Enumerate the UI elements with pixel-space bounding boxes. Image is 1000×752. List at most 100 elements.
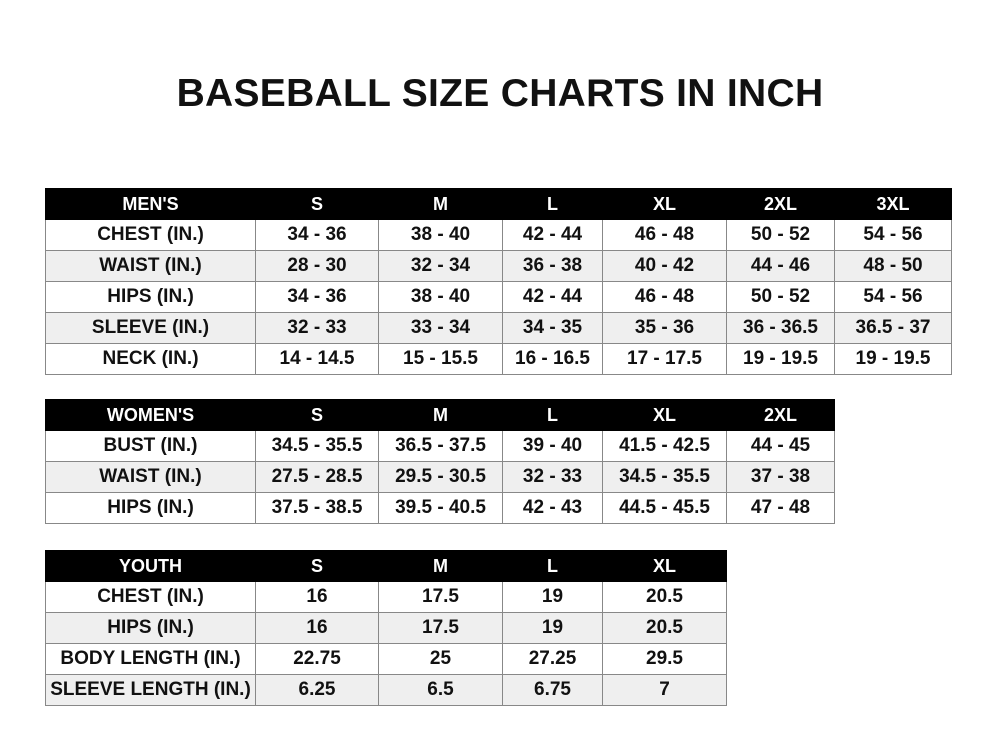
table-row: SLEEVE (IN.) 32 - 33 33 - 34 34 - 35 35 - 36… [45, 312, 952, 344]
table-cell: 42 - 43 [502, 492, 603, 524]
column-header: MEN'S [45, 188, 256, 220]
mens-size-table: MEN'S S M L XL 2XL 3XL CHEST (IN.) 34 - 36 38 - 4… [45, 188, 952, 375]
table-cell: 38 - 40 [378, 281, 503, 313]
table-cell: 6.25 [255, 674, 379, 706]
column-header: M [378, 188, 503, 220]
table-cell: 19 [502, 581, 603, 613]
table-cell: 28 - 30 [255, 250, 379, 282]
table-cell: 29.5 [602, 643, 727, 675]
table-cell: 29.5 - 30.5 [378, 461, 503, 493]
column-header: WOMEN'S [45, 399, 256, 431]
table-row: WAIST (IN.) 27.5 - 28.5 29.5 - 30.5 32 - 33… [45, 461, 835, 493]
table-cell: 36 - 38 [502, 250, 603, 282]
table-cell: 34 - 35 [502, 312, 603, 344]
column-header: 3XL [834, 188, 952, 220]
table-row: BODY LENGTH (IN.) 22.75 25 27.25 29.5 [45, 643, 727, 675]
table-cell: 20.5 [602, 581, 727, 613]
table-cell: 32 - 33 [255, 312, 379, 344]
row-label: NECK (IN.) [45, 343, 256, 375]
table-cell: 50 - 52 [726, 219, 835, 251]
column-header: S [255, 399, 379, 431]
header-row: YOUTH S M L XL [45, 550, 727, 582]
table-row: WAIST (IN.) 28 - 30 32 - 34 36 - 38 40 - 42 4… [45, 250, 952, 282]
table-cell: 16 - 16.5 [502, 343, 603, 375]
header-row: WOMEN'S S M L XL 2XL [45, 399, 835, 431]
table-cell: 33 - 34 [378, 312, 503, 344]
row-label: HIPS (IN.) [45, 492, 256, 524]
table-row: HIPS (IN.) 37.5 - 38.5 39.5 - 40.5 42 - 43 4… [45, 492, 835, 524]
table-cell: 42 - 44 [502, 219, 603, 251]
table-cell: 32 - 34 [378, 250, 503, 282]
column-header: S [255, 550, 379, 582]
row-label: SLEEVE (IN.) [45, 312, 256, 344]
table-cell: 7 [602, 674, 727, 706]
table-cell: 17.5 [378, 581, 503, 613]
table-row: SLEEVE LENGTH (IN.) 6.25 6.5 6.75 7 [45, 674, 727, 706]
table-cell: 38 - 40 [378, 219, 503, 251]
table-cell: 36 - 36.5 [726, 312, 835, 344]
table-cell: 44.5 - 45.5 [602, 492, 727, 524]
table-cell: 37 - 38 [726, 461, 835, 493]
table-row: HIPS (IN.) 34 - 36 38 - 40 42 - 44 46 - 48 50… [45, 281, 952, 313]
table-cell: 42 - 44 [502, 281, 603, 313]
table-cell: 34 - 36 [255, 281, 379, 313]
table-cell: 20.5 [602, 612, 727, 644]
table-cell: 22.75 [255, 643, 379, 675]
table-cell: 17 - 17.5 [602, 343, 727, 375]
row-label: CHEST (IN.) [45, 219, 256, 251]
table-cell: 16 [255, 612, 379, 644]
column-header: L [502, 399, 603, 431]
table-cell: 6.5 [378, 674, 503, 706]
column-header: XL [602, 550, 727, 582]
row-label: SLEEVE LENGTH (IN.) [45, 674, 256, 706]
table-cell: 34.5 - 35.5 [602, 461, 727, 493]
table-cell: 46 - 48 [602, 219, 727, 251]
table-row: NECK (IN.) 14 - 14.5 15 - 15.5 16 - 16.5 17 … [45, 343, 952, 375]
womens-size-table: WOMEN'S S M L XL 2XL BUST (IN.) 34.5 - 35.5 36.5… [45, 399, 835, 524]
table-cell: 14 - 14.5 [255, 343, 379, 375]
table-cell: 54 - 56 [834, 219, 952, 251]
table-cell: 19 [502, 612, 603, 644]
table-row: HIPS (IN.) 16 17.5 19 20.5 [45, 612, 727, 644]
column-header: S [255, 188, 379, 220]
table-row: BUST (IN.) 34.5 - 35.5 36.5 - 37.5 39 - 40 4… [45, 430, 835, 462]
table-cell: 54 - 56 [834, 281, 952, 313]
table-cell: 44 - 45 [726, 430, 835, 462]
table-cell: 15 - 15.5 [378, 343, 503, 375]
table-cell: 34 - 36 [255, 219, 379, 251]
column-header: M [378, 399, 503, 431]
column-header: M [378, 550, 503, 582]
youth-size-table: YOUTH S M L XL CHEST (IN.) 16 17.5 19 20.5 HIPS (I… [45, 550, 727, 706]
table-cell: 47 - 48 [726, 492, 835, 524]
table-cell: 41.5 - 42.5 [602, 430, 727, 462]
table-cell: 6.75 [502, 674, 603, 706]
table-cell: 25 [378, 643, 503, 675]
page-title: BASEBALL SIZE CHARTS IN INCH [176, 72, 824, 115]
table-cell: 36.5 - 37.5 [378, 430, 503, 462]
column-header: XL [602, 399, 727, 431]
table-cell: 40 - 42 [602, 250, 727, 282]
table-cell: 44 - 46 [726, 250, 835, 282]
table-cell: 19 - 19.5 [726, 343, 835, 375]
header-row: MEN'S S M L XL 2XL 3XL [45, 188, 952, 220]
table-cell: 37.5 - 38.5 [255, 492, 379, 524]
table-cell: 16 [255, 581, 379, 613]
column-header: YOUTH [45, 550, 256, 582]
row-label: CHEST (IN.) [45, 581, 256, 613]
table-cell: 39 - 40 [502, 430, 603, 462]
table-cell: 50 - 52 [726, 281, 835, 313]
table-cell: 36.5 - 37 [834, 312, 952, 344]
table-cell: 27.25 [502, 643, 603, 675]
table-row: CHEST (IN.) 34 - 36 38 - 40 42 - 44 46 - 48 5… [45, 219, 952, 251]
table-row: CHEST (IN.) 16 17.5 19 20.5 [45, 581, 727, 613]
table-cell: 46 - 48 [602, 281, 727, 313]
table-cell: 19 - 19.5 [834, 343, 952, 375]
row-label: BODY LENGTH (IN.) [45, 643, 256, 675]
row-label: WAIST (IN.) [45, 250, 256, 282]
column-header: L [502, 550, 603, 582]
row-label: HIPS (IN.) [45, 281, 256, 313]
table-cell: 27.5 - 28.5 [255, 461, 379, 493]
row-label: HIPS (IN.) [45, 612, 256, 644]
column-header: L [502, 188, 603, 220]
column-header: 2XL [726, 188, 835, 220]
